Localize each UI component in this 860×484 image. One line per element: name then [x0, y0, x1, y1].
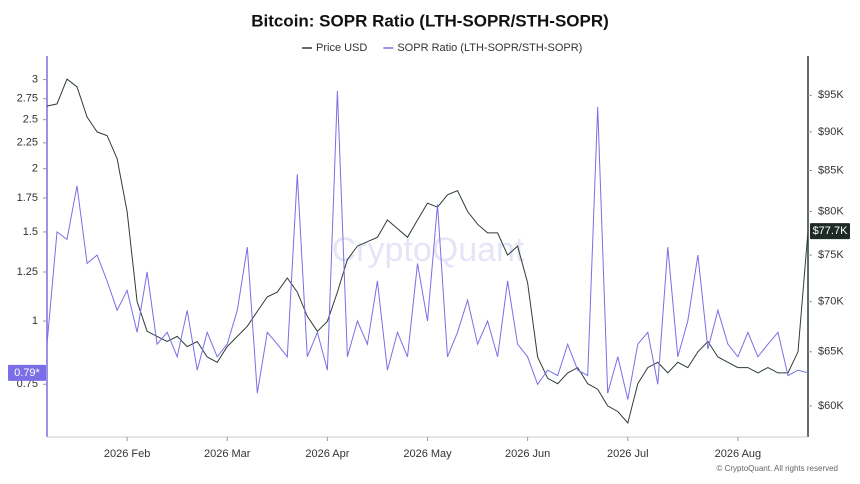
chart-title: Bitcoin: SOPR Ratio (LTH-SOPR/STH-SOPR)	[251, 11, 609, 30]
y2-tick-label: $80K	[818, 205, 844, 217]
y-tick-label: 1	[32, 315, 38, 327]
y-tick-label: 3	[32, 73, 38, 85]
x-tick-label: 2026 Apr	[305, 448, 349, 460]
series-line	[46, 78, 809, 425]
y-tick-label: 2.5	[23, 114, 38, 126]
y-tick-label: 1.75	[17, 192, 38, 204]
y2-tick-label: $75K	[818, 249, 844, 261]
watermark: CryptoQuant	[332, 231, 525, 269]
y-tick-label: 2.25	[17, 137, 38, 149]
y-tick-label: 1.25	[17, 266, 38, 278]
y-tick-label: 2	[32, 163, 38, 175]
credit: © CryptoQuant. All rights reserved	[717, 464, 839, 473]
y2-tick-label: $90K	[818, 126, 844, 138]
x-tick-label: 2026 Jul	[607, 448, 649, 460]
value-badge	[810, 223, 850, 240]
value-badge	[8, 364, 46, 381]
x-tick-label: 2026 Feb	[104, 448, 150, 460]
y2-tick-label: $95K	[818, 89, 844, 101]
legend-label: Price USD	[316, 42, 367, 54]
y-tick-label: 0.75	[17, 378, 38, 390]
y-tick-label: 2.75	[17, 93, 38, 105]
x-tick-label: 2026 May	[403, 448, 452, 460]
y2-tick-label: $60K	[818, 400, 844, 412]
value-label: 0.79*	[14, 367, 40, 379]
x-tick-label: 2026 Jun	[505, 448, 550, 460]
value-label: $77.7K	[813, 225, 849, 237]
legend-label: SOPR Ratio (LTH-SOPR/STH-SOPR)	[397, 42, 582, 54]
y2-tick-label: $85K	[818, 164, 844, 176]
series-line	[46, 90, 809, 400]
y2-tick-label: $70K	[818, 296, 844, 308]
y2-tick-label: $65K	[818, 346, 844, 358]
y-tick-label: 1.5	[23, 226, 38, 238]
x-tick-label: 2026 Mar	[204, 448, 251, 460]
x-tick-label: 2026 Aug	[715, 448, 762, 460]
